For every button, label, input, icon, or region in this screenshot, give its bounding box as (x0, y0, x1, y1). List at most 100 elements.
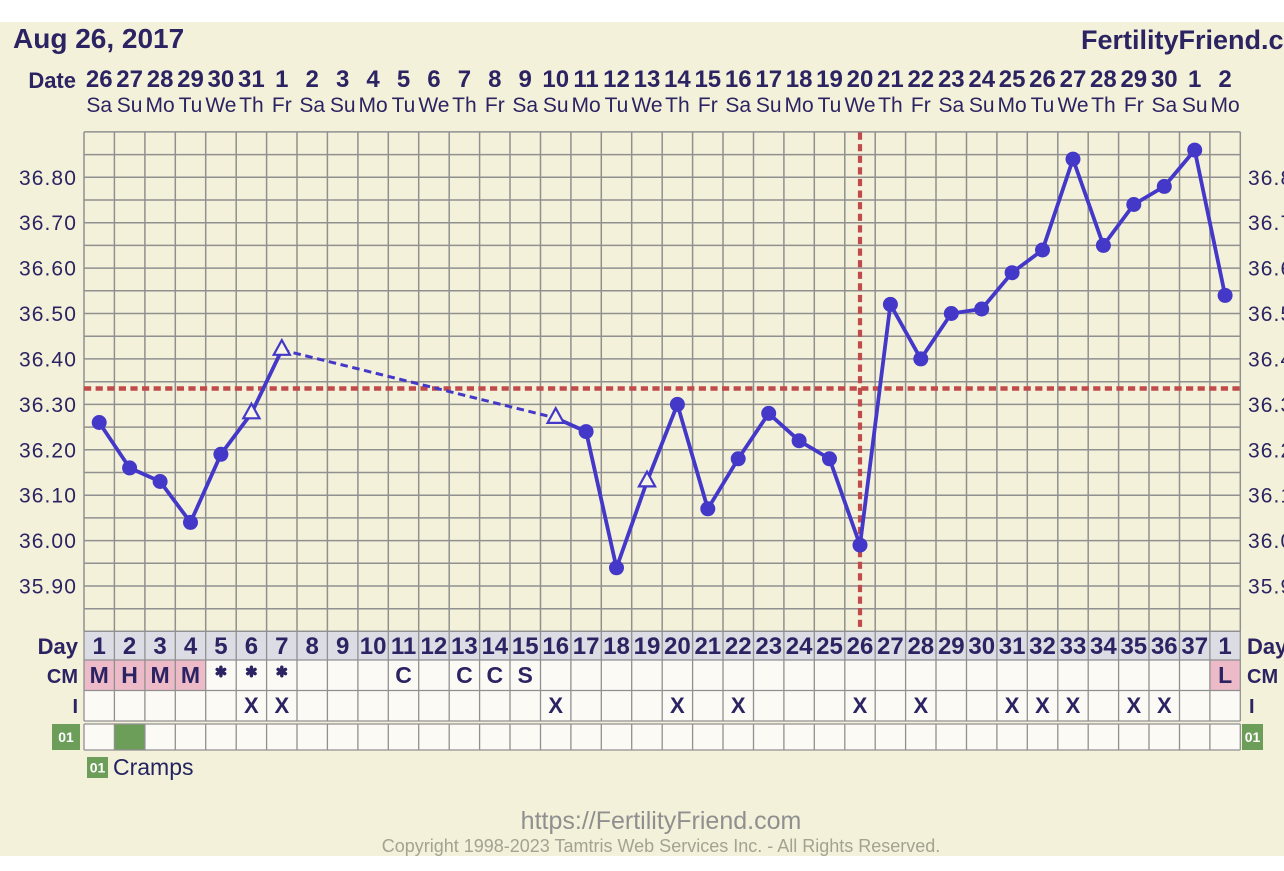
svg-text:28: 28 (1090, 66, 1117, 93)
svg-text:26: 26 (86, 66, 113, 93)
svg-text:Day: Day (38, 634, 79, 659)
svg-text:36.20: 36.20 (1248, 439, 1284, 462)
svg-text:I: I (1249, 696, 1255, 718)
svg-text:36.00: 36.00 (19, 530, 77, 553)
svg-text:CM: CM (47, 666, 78, 688)
svg-text:29: 29 (1120, 66, 1147, 93)
svg-text:13: 13 (634, 66, 661, 93)
svg-text:Date: Date (28, 68, 76, 93)
svg-text:17: 17 (573, 633, 600, 660)
svg-text:Mo: Mo (998, 94, 1027, 117)
svg-text:X: X (1157, 693, 1172, 718)
svg-text:2: 2 (1218, 66, 1231, 93)
svg-text:X: X (548, 693, 563, 718)
svg-text:Mo: Mo (359, 94, 388, 117)
svg-text:21: 21 (877, 66, 904, 93)
svg-text:X: X (913, 693, 928, 718)
svg-text:28: 28 (147, 66, 174, 93)
svg-text:Fr: Fr (698, 94, 718, 117)
svg-text:Tu: Tu (818, 94, 842, 117)
svg-text:34: 34 (1090, 633, 1117, 660)
svg-text:36.80: 36.80 (19, 167, 77, 190)
svg-text:9: 9 (336, 633, 349, 660)
svg-text:14: 14 (481, 633, 508, 660)
svg-text:33: 33 (1060, 633, 1087, 660)
svg-text:12: 12 (421, 633, 448, 660)
svg-text:16: 16 (542, 633, 569, 660)
svg-text:35: 35 (1120, 633, 1147, 660)
svg-text:8: 8 (488, 66, 501, 93)
svg-text:M: M (151, 662, 170, 688)
svg-text:We: We (205, 94, 236, 117)
svg-text:Mo: Mo (785, 94, 814, 117)
svg-text:Sa: Sa (512, 94, 538, 117)
svg-text:01: 01 (1245, 729, 1261, 745)
svg-text:Th: Th (239, 94, 264, 117)
svg-text:Day: Day (1247, 634, 1284, 659)
svg-text:Sa: Sa (1151, 94, 1177, 117)
svg-text:6: 6 (245, 633, 258, 660)
svg-text:Sa: Sa (938, 94, 964, 117)
svg-text:23: 23 (755, 633, 782, 660)
svg-text:36.30: 36.30 (1248, 394, 1284, 417)
svg-text:Mo: Mo (1211, 94, 1240, 117)
svg-text:Th: Th (452, 94, 477, 117)
svg-text:S: S (518, 662, 533, 688)
svg-text:30: 30 (1151, 66, 1178, 93)
svg-text:C: C (395, 662, 412, 688)
svg-text:Sa: Sa (725, 94, 751, 117)
svg-text:36.50: 36.50 (1248, 303, 1284, 326)
svg-text:36.20: 36.20 (19, 439, 77, 462)
svg-text:10: 10 (542, 66, 569, 93)
svg-text:7: 7 (275, 633, 288, 660)
svg-text:12: 12 (603, 66, 630, 93)
svg-text:Sa: Sa (86, 94, 112, 117)
svg-text:Su: Su (117, 94, 143, 117)
svg-text:17: 17 (755, 66, 782, 93)
svg-text:9: 9 (519, 66, 532, 93)
svg-text:37: 37 (1181, 633, 1208, 660)
svg-text:25: 25 (816, 633, 843, 660)
svg-text:Th: Th (1091, 94, 1116, 117)
svg-text:01: 01 (58, 729, 74, 745)
svg-text:M: M (90, 662, 109, 688)
svg-text:X: X (1005, 693, 1020, 718)
svg-text:X: X (274, 693, 289, 718)
svg-text:31: 31 (238, 66, 265, 93)
svg-text:18: 18 (603, 633, 630, 660)
svg-text:C: C (456, 662, 473, 688)
svg-text:21: 21 (694, 633, 721, 660)
svg-text:26: 26 (847, 633, 874, 660)
svg-text:Copyright 1998-2023 Tamtris We: Copyright 1998-2023 Tamtris Web Services… (382, 836, 941, 856)
svg-text:Su: Su (543, 94, 569, 117)
svg-text:24: 24 (786, 633, 813, 660)
svg-text:Su: Su (330, 94, 356, 117)
svg-text:Tu: Tu (392, 94, 416, 117)
svg-text:19: 19 (634, 633, 661, 660)
svg-text:CM: CM (1247, 666, 1278, 688)
svg-text:36.00: 36.00 (1248, 530, 1284, 553)
svg-text:36.80: 36.80 (1248, 167, 1284, 190)
svg-text:3: 3 (336, 66, 349, 93)
svg-text:7: 7 (458, 66, 471, 93)
svg-text:4: 4 (366, 66, 380, 93)
svg-text:X: X (244, 693, 259, 718)
svg-text:22: 22 (907, 66, 934, 93)
svg-text:Fr: Fr (485, 94, 505, 117)
svg-text:36: 36 (1151, 633, 1178, 660)
svg-text:36.60: 36.60 (1248, 258, 1284, 281)
svg-text:28: 28 (907, 633, 934, 660)
svg-text:29: 29 (938, 633, 965, 660)
svg-text:I: I (72, 696, 78, 718)
svg-text:1: 1 (1188, 66, 1201, 93)
svg-text:Sa: Sa (299, 94, 325, 117)
svg-text:30: 30 (968, 633, 995, 660)
svg-text:Th: Th (878, 94, 903, 117)
svg-text:Tu: Tu (179, 94, 203, 117)
svg-text:Aug 26, 2017: Aug 26, 2017 (13, 23, 184, 54)
svg-text:X: X (670, 693, 685, 718)
svg-text:36.30: 36.30 (19, 394, 77, 417)
svg-text:2: 2 (123, 633, 136, 660)
svg-text:X: X (731, 693, 746, 718)
svg-text:1: 1 (275, 66, 288, 93)
